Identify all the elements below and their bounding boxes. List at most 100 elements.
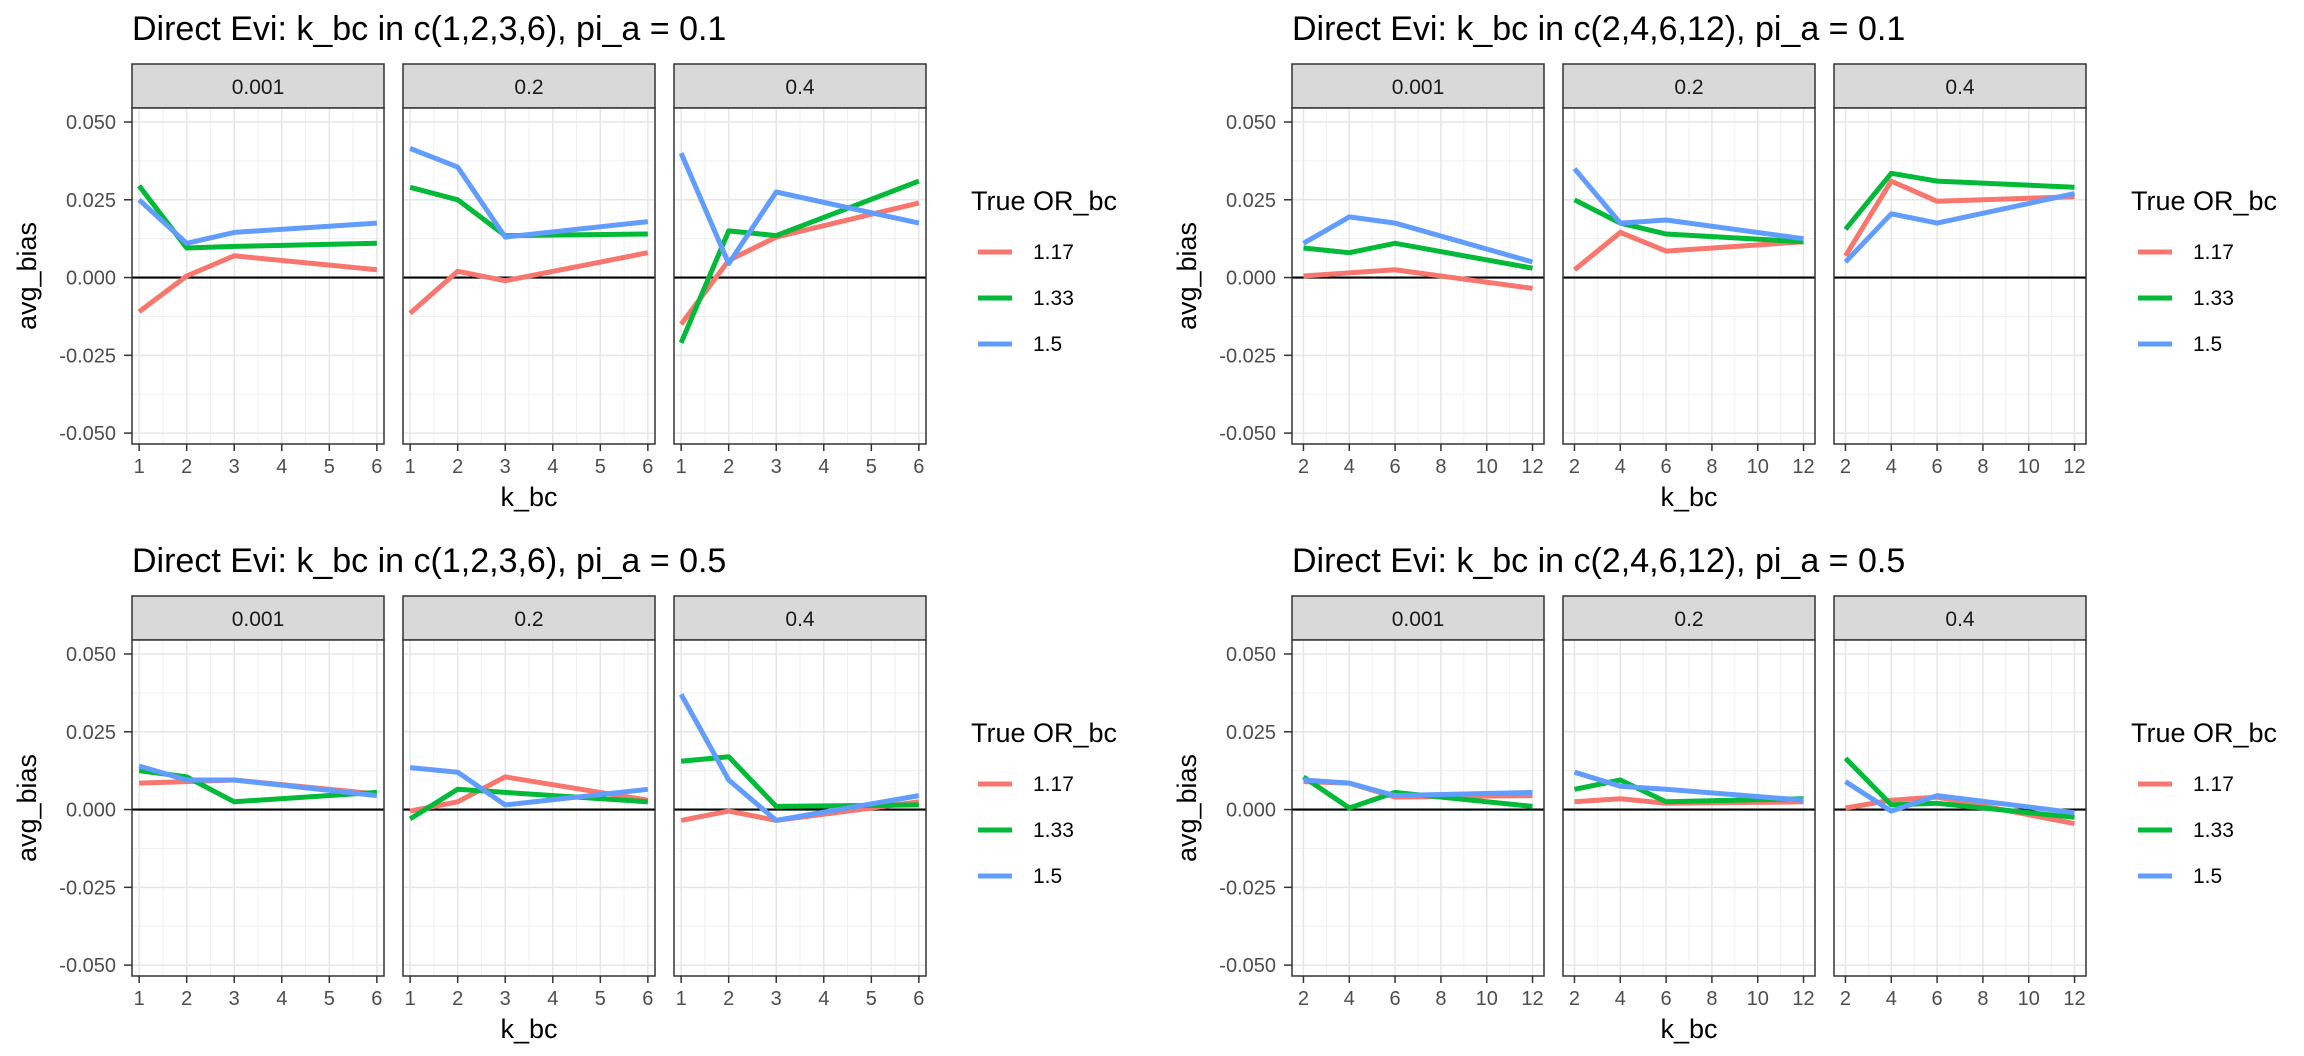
facet-panel-0.001: 0.001 2 4 6 8 10 12 [1291,595,1545,1010]
y-tick-label: -0.025 [59,345,116,367]
facet-strip-label: 0.001 [1392,76,1445,99]
x-tick-label: 2 [723,456,734,478]
chart-title: Direct Evi: k_bc in c(2,4,6,12), pi_a = … [1292,542,1905,580]
series-line-1.33 [1573,197,1804,245]
x-tick-label: 6 [1932,456,1943,478]
x-tick-label: 4 [1886,456,1897,478]
x-tick-label: 12 [2063,988,2085,1010]
y-tick-label: -0.025 [1219,345,1276,367]
x-tick-label: 6 [371,988,382,1010]
facet-strip-label: 0.2 [514,608,543,631]
facet-strip [1562,595,1816,641]
legend-title: True OR_bc [971,186,1117,216]
series-line-1.5 [409,765,649,808]
series-line-1.17 [1303,267,1533,291]
y-tick-label: 0.000 [66,800,116,822]
y-axis-title: avg_bias [1172,754,1202,862]
series-line-1.33 [1574,777,1804,805]
x-tick-label: 8 [1706,988,1717,1010]
panel-border [131,107,385,445]
x-tick-label: 2 [1840,456,1851,478]
series-line-1.5 [678,152,920,267]
x-tick-label: 1 [405,456,416,478]
x-tick-label: 12 [2063,456,2085,478]
facet-panel-0.001: 0.001 1 2 3 4 5 6 [131,595,385,1010]
legend: True OR_bc 1.17 1.33 1.5 [971,186,1117,356]
facet-strip [131,595,385,641]
facet-strip [402,63,656,109]
x-tick-label: 8 [1977,988,1988,1010]
panel-border [1562,107,1816,445]
facet-strip-label: 0.4 [785,608,815,631]
facet-panel-0.4: 0.4 1 2 3 4 5 6 [673,595,927,1010]
y-tick-label: 0.050 [66,644,116,666]
x-tick-label: 1 [676,456,687,478]
facet-strip-label: 0.001 [1392,608,1445,631]
x-tick-label: 1 [405,988,416,1010]
x-tick-label: 6 [371,456,382,478]
facet-strip-label: 0.4 [785,76,815,99]
y-tick-label: 0.050 [1226,644,1276,666]
x-tick-label: 10 [2018,456,2040,478]
legend-title: True OR_bc [971,718,1117,748]
x-tick-label: 2 [181,456,192,478]
legend: True OR_bc 1.17 1.33 1.5 [971,718,1117,888]
series-line-1.5 [1573,769,1804,803]
series-line-1.17 [680,799,920,823]
facet-strip-label: 0.4 [1945,76,1975,99]
x-tick-label: 5 [595,456,606,478]
legend-label: 1.33 [1033,287,1074,310]
series-line-1.17 [1843,178,2075,258]
legend-label: 1.5 [1033,333,1062,356]
x-tick-label: 3 [229,456,240,478]
x-tick-label: 6 [1661,456,1672,478]
x-tick-label: 6 [1390,456,1401,478]
legend-label: 1.33 [2193,287,2234,310]
x-tick-label: 1 [134,988,145,1010]
y-tick-label: -0.050 [1219,955,1276,977]
x-tick-label: 3 [500,988,511,1010]
legend-label: 1.5 [1033,865,1062,888]
x-tick-label: 4 [1344,456,1355,478]
chart-3: Direct Evi: k_bc in c(1,2,3,6), pi_a = 0… [12,542,1117,1044]
y-tick-label: 0.000 [1226,800,1276,822]
x-tick-label: 6 [1932,988,1943,1010]
series-line-1.33 [1303,240,1533,271]
panel-border [1833,107,2087,445]
x-tick-label: 3 [229,988,240,1010]
x-tick-label: 2 [1569,456,1580,478]
x-tick-label: 6 [913,456,924,478]
x-tick-label: 4 [547,456,558,478]
x-tick-label: 4 [1615,988,1626,1010]
x-tick-label: 10 [2018,988,2040,1010]
series-line-1.5 [409,146,649,240]
x-tick-label: 4 [818,988,829,1010]
series-line-1.17 [137,253,378,314]
y-tick-label: 0.025 [66,722,116,744]
x-tick-label: 12 [1792,988,1814,1010]
x-tick-label: 6 [913,988,924,1010]
facet-strip [1833,63,2087,109]
facet-strip-label: 0.2 [1674,76,1703,99]
facet-strip [1291,595,1545,641]
y-tick-label: 0.025 [66,190,116,212]
panel-border [131,639,385,977]
x-tick-label: 12 [1792,456,1814,478]
y-axis-title: avg_bias [12,754,42,862]
x-tick-label: 4 [1615,456,1626,478]
legend-label: 1.5 [2193,333,2222,356]
legend-label: 1.17 [1033,241,1074,264]
x-tick-label: 2 [1840,988,1851,1010]
x-tick-label: 2 [1298,988,1309,1010]
x-tick-label: 6 [642,988,653,1010]
legend: True OR_bc 1.17 1.33 1.5 [2131,186,2277,356]
series-line-1.33 [1302,774,1533,811]
panel-border [1291,639,1545,977]
series-line-1.5 [138,763,378,799]
facet-strip [1562,63,1816,109]
chart-4: Direct Evi: k_bc in c(2,4,6,12), pi_a = … [1172,542,2277,1044]
panel-border [402,107,656,445]
x-tick-label: 4 [276,456,287,478]
chart-2: Direct Evi: k_bc in c(2,4,6,12), pi_a = … [1172,10,2277,512]
x-tick-label: 8 [1977,456,1988,478]
